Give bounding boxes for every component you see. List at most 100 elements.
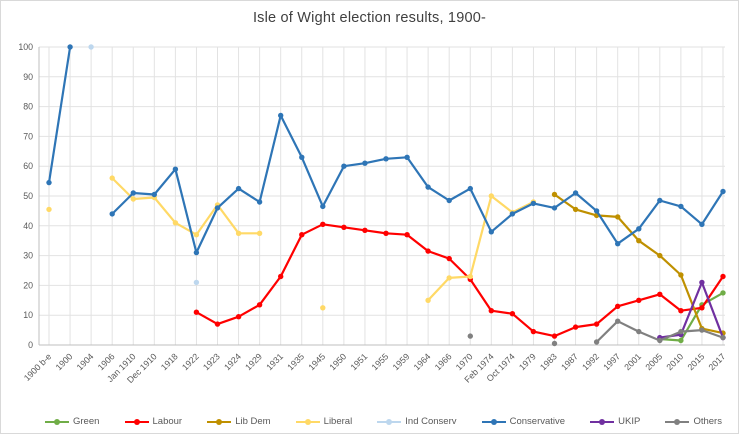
- data-point-conservative: [678, 203, 684, 210]
- data-point-lib-dem: [636, 238, 642, 244]
- data-point-liberal: [109, 175, 115, 181]
- data-point-green: [678, 337, 684, 344]
- series-liberal: [46, 175, 537, 311]
- series-ind-conserv: [88, 44, 200, 286]
- y-axis-tick-label: 80: [23, 102, 33, 112]
- legend-line-dot-icon: [207, 418, 232, 425]
- data-point-conservative: [572, 190, 579, 196]
- data-point-labour: [299, 232, 305, 238]
- data-point-labour: [488, 308, 494, 314]
- data-point-conservative: [720, 188, 726, 195]
- x-axis-tick-label: 1900: [54, 351, 75, 372]
- y-axis-tick-label: 70: [23, 131, 33, 141]
- legend-label: Ind Conserv: [405, 416, 457, 427]
- data-point-conservative: [46, 179, 52, 186]
- data-point-labour: [572, 324, 579, 330]
- data-point-conservative: [593, 208, 600, 214]
- data-point-others: [657, 337, 663, 344]
- x-axis-tick-label: 1904: [75, 351, 96, 372]
- data-point-labour: [615, 303, 621, 309]
- data-point-labour: [720, 273, 726, 280]
- x-axis-tick-label: 1959: [391, 351, 412, 372]
- x-axis-tick-label: 1950: [327, 351, 348, 372]
- legend-item-lib-dem: Lib Dem: [207, 416, 271, 427]
- data-point-conservative: [404, 154, 410, 160]
- series-conservative: [46, 44, 726, 256]
- x-axis-tick-label: 1923: [201, 351, 222, 372]
- legend-line-dot-icon: [590, 418, 615, 425]
- x-axis-tick-label: 2005: [643, 351, 664, 372]
- x-axis-tick-label: 1922: [180, 351, 201, 372]
- series-others: [467, 318, 726, 347]
- y-axis-tick-label: 20: [23, 280, 33, 290]
- data-point-labour: [214, 321, 221, 327]
- data-point-conservative: [214, 205, 221, 211]
- data-point-labour: [278, 273, 284, 280]
- data-point-conservative: [488, 229, 494, 235]
- legend-line-dot-icon: [295, 418, 320, 425]
- x-axis-tick-label: 1997: [601, 351, 622, 372]
- series-line-liberal: [111, 177, 535, 302]
- x-axis-tick-label: 1931: [264, 351, 285, 372]
- legend-line-dot-icon: [377, 418, 402, 425]
- data-point-labour: [193, 309, 200, 315]
- legend-label: UKIP: [618, 416, 641, 427]
- series-labour: [193, 221, 726, 339]
- legend-item-conservative: Conservative: [481, 416, 565, 427]
- data-point-labour: [636, 297, 642, 303]
- series-line-conservative: [47, 45, 725, 254]
- data-point-conservative: [235, 185, 242, 192]
- data-point-liberal: [172, 220, 179, 226]
- y-axis-tick-label: 90: [23, 72, 33, 82]
- legend-label: Lib Dem: [235, 416, 271, 427]
- data-point-labour: [256, 302, 263, 308]
- y-axis-tick-label: 50: [23, 191, 33, 201]
- data-point-conservative: [509, 211, 516, 217]
- data-point-lib-dem: [572, 206, 579, 213]
- y-axis-tick-label: 100: [18, 42, 33, 52]
- data-point-others: [551, 340, 558, 347]
- data-point-conservative: [425, 184, 431, 190]
- x-axis-tick-label: 1918: [159, 351, 180, 372]
- data-point-conservative: [130, 190, 136, 196]
- data-point-conservative: [151, 191, 157, 198]
- x-axis-tick-label: 2001: [622, 351, 643, 372]
- data-point-labour: [341, 224, 347, 230]
- x-axis-tick-label: 1955: [369, 351, 390, 372]
- x-axis-tick-label: 2010: [664, 351, 685, 372]
- x-axis-tick-label: 1979: [517, 351, 538, 372]
- legend-label: Labour: [152, 416, 183, 427]
- x-axis-tick-label: 1951: [348, 351, 369, 372]
- x-axis-tick-label: 1900 b-e: [22, 351, 54, 383]
- data-point-lib-dem: [551, 191, 558, 198]
- data-point-conservative: [278, 112, 284, 119]
- data-point-labour: [530, 328, 537, 335]
- data-point-conservative: [109, 211, 115, 217]
- data-point-liberal: [488, 193, 494, 199]
- data-point-conservative: [657, 197, 663, 204]
- data-point-conservative: [299, 154, 305, 160]
- legend-line-dot-icon: [665, 418, 690, 425]
- data-point-liberal: [130, 196, 136, 202]
- data-point-liberal: [446, 275, 452, 281]
- plot-area: 0 10 20 30 40 50 60 70 80 90 100 1900 b-e 1900 1904 19…: [18, 42, 727, 385]
- chart-legend: Green Labour Lib Dem Liberal Ind Conserv Cons…: [45, 416, 722, 427]
- data-point-green: [720, 290, 726, 296]
- data-point-conservative: [67, 44, 73, 50]
- legend-line-dot-icon: [45, 418, 69, 425]
- data-point-conservative: [615, 241, 621, 247]
- legend-item-liberal: Liberal: [295, 416, 352, 427]
- data-point-others: [720, 334, 726, 341]
- legend-item-green: Green: [45, 416, 99, 427]
- data-point-labour: [657, 291, 663, 297]
- data-point-ind-conserv: [88, 44, 94, 50]
- x-axis-tick-label: 1966: [433, 351, 454, 372]
- data-point-labour: [678, 308, 684, 314]
- data-point-others: [699, 327, 705, 333]
- legend-item-others: Others: [665, 416, 722, 427]
- data-point-labour: [383, 230, 389, 236]
- data-point-others: [467, 333, 473, 339]
- legend-item-ind-conserv: Ind Conserv: [377, 416, 457, 427]
- data-point-labour: [425, 248, 431, 254]
